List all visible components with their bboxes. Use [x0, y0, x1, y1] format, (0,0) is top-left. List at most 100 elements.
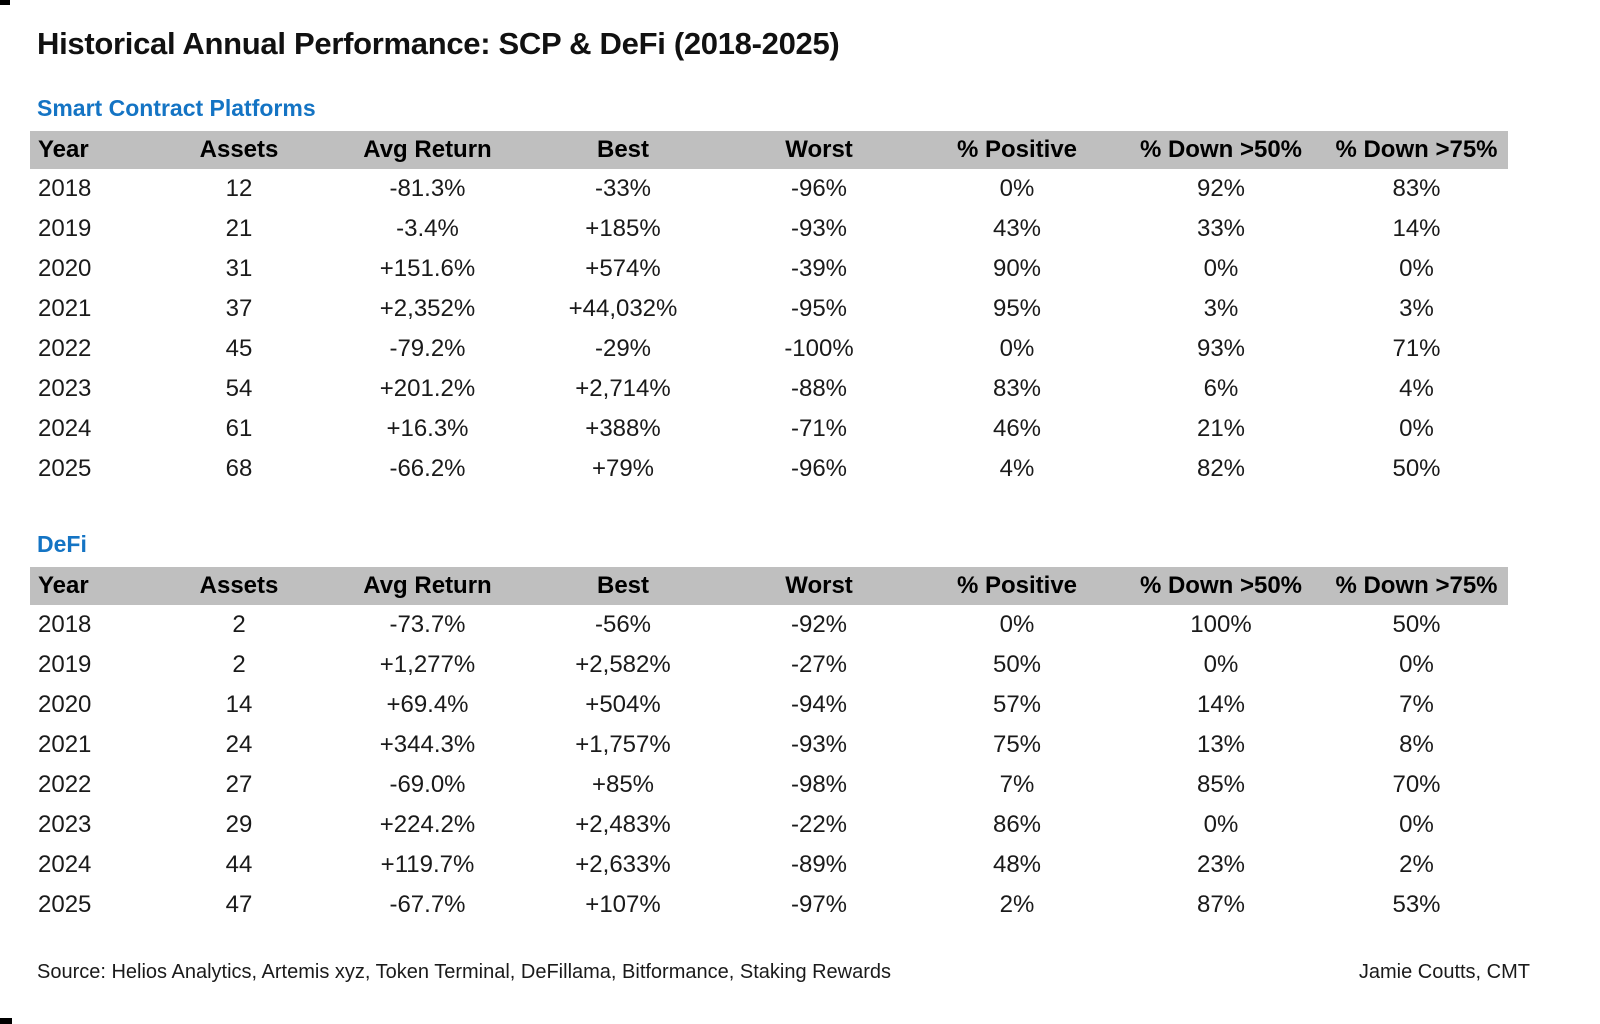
column-header-worst: Worst — [785, 572, 853, 599]
cell-down-50: 93% — [1196, 335, 1246, 362]
cell-year: 2023 — [38, 375, 92, 402]
cell-assets: 37 — [225, 295, 253, 322]
cell-positive: 75% — [992, 731, 1042, 758]
cell-positive: 50% — [992, 651, 1042, 678]
column-header-assets: Assets — [199, 136, 279, 163]
column-header-down-75: % Down >75% — [1335, 136, 1498, 163]
scp-table-header: Year Assets Avg Return Best Worst % Positive%… — [30, 131, 1508, 169]
cell-assets: 2 — [232, 651, 246, 678]
cell-assets: 68 — [225, 455, 253, 482]
table-row: 2025 68 -66.2% +79% -96% 4% 82% 50% — [30, 449, 1508, 489]
cell-year: 2025 — [38, 891, 92, 918]
cell-avg-return: -66.2% — [389, 455, 466, 482]
table-row: 2024 44 +119.7% +2,633% -89% 48% 23% 2% — [30, 845, 1508, 885]
cell-assets: 45 — [225, 335, 253, 362]
cell-avg-return: -69.0% — [389, 771, 466, 798]
cell-year: 2021 — [38, 731, 92, 758]
cell-avg-return: -79.2% — [389, 335, 466, 362]
cell-down-50: 82% — [1196, 455, 1246, 482]
cell-avg-return: +344.3% — [379, 731, 476, 758]
header-row: Year Assets Avg Return Best Worst % Positive%… — [30, 567, 1508, 605]
cell-avg-return: -67.7% — [389, 891, 466, 918]
cell-positive: 86% — [992, 811, 1042, 838]
column-header-year: Year — [38, 136, 89, 163]
cell-avg-return: +224.2% — [379, 811, 476, 838]
column-header-worst: Worst — [785, 136, 853, 163]
cell-assets: 14 — [225, 691, 253, 718]
cell-down-50: 85% — [1196, 771, 1246, 798]
cell-down-50: 23% — [1196, 851, 1246, 878]
cell-down-75: 50% — [1392, 611, 1441, 638]
cell-down-75: 14% — [1392, 215, 1441, 242]
corner-artifact-bottom — [0, 1018, 12, 1024]
cell-positive: 0% — [999, 175, 1035, 202]
cell-positive: 43% — [992, 215, 1042, 242]
column-header-down-50: % Down >50% — [1139, 572, 1303, 599]
cell-down-50: 0% — [1203, 651, 1239, 678]
cell-down-75: 83% — [1392, 175, 1441, 202]
cell-best: +2,483% — [575, 811, 671, 838]
cell-down-75: 0% — [1399, 415, 1434, 442]
cell-down-50: 92% — [1196, 175, 1246, 202]
cell-year: 2019 — [38, 215, 92, 242]
cell-assets: 47 — [225, 891, 253, 918]
cell-assets: 31 — [225, 255, 253, 282]
cell-worst: -97% — [790, 891, 848, 918]
cell-down-75: 2% — [1399, 851, 1434, 878]
cell-best: +2,633% — [575, 851, 671, 878]
table-row: 2022 27 -69.0% +85% -98% 7% 85% 70% — [30, 765, 1508, 805]
cell-worst: -89% — [790, 851, 848, 878]
table-row: 2020 14 +69.4% +504% -94% 57% 14% 7% — [30, 685, 1508, 725]
cell-worst: -94% — [790, 691, 848, 718]
column-header-avg-return: Avg Return — [363, 136, 492, 163]
cell-worst: -92% — [790, 611, 848, 638]
table-row: 2019 2 +1,277% +2,582% -27% 50% 0% 0% — [30, 645, 1508, 685]
column-header-best: Best — [596, 572, 650, 599]
cell-down-75: 3% — [1399, 295, 1434, 322]
table-row: 2018 2 -73.7% -56% -92% 0% 100% 50% — [30, 605, 1508, 645]
cell-best: -29% — [594, 335, 652, 362]
table-row: 2020 31 +151.6% +574% -39% 90% 0% 0% — [30, 249, 1508, 289]
cell-year: 2022 — [38, 335, 92, 362]
cell-best: +79% — [591, 455, 655, 482]
source-note: Source: Helios Analytics, Artemis xyz, T… — [37, 961, 892, 983]
table-row: 2018 12 -81.3% -33% -96% 0% 92% 83% — [30, 169, 1508, 209]
cell-year: 2020 — [38, 255, 92, 282]
cell-worst: -98% — [790, 771, 848, 798]
column-header-best: Best — [596, 136, 650, 163]
column-header-down-50: % Down >50% — [1139, 136, 1303, 163]
cell-best: +574% — [585, 255, 661, 282]
cell-year: 2023 — [38, 811, 92, 838]
cell-best: +44,032% — [568, 295, 678, 322]
table-row: 2023 54 +201.2% +2,714% -88% 83% 6% 4% — [30, 369, 1508, 409]
table-row: 2021 37 +2,352% +44,032% -95% 95% 3% 3% — [30, 289, 1508, 329]
cell-down-75: 8% — [1399, 731, 1434, 758]
corner-artifact-top — [0, 0, 10, 5]
cell-down-50: 13% — [1196, 731, 1246, 758]
table-row: 2023 29 +224.2% +2,483% -22% 86% 0% 0% — [30, 805, 1508, 845]
section-heading-defi: DeFi — [37, 531, 87, 557]
defi-table-header: Year Assets Avg Return Best Worst % Positive%… — [30, 567, 1508, 605]
cell-avg-return: +1,277% — [379, 651, 476, 678]
cell-assets: 21 — [225, 215, 253, 242]
cell-down-50: 0% — [1203, 255, 1239, 282]
defi-table-body: 2018 2 -73.7% -56% -92% 0% 100% 50% 2019 2 +1,277%… — [30, 605, 1508, 925]
cell-assets: 44 — [225, 851, 253, 878]
cell-avg-return: -73.7% — [389, 611, 466, 638]
scp-table-body: 2018 12 -81.3% -33% -96% 0% 92% 83% 2019 21 -3.4% +… — [30, 169, 1508, 489]
cell-down-50: 3% — [1203, 295, 1239, 322]
cell-best: +1,757% — [575, 731, 671, 758]
cell-assets: 24 — [225, 731, 253, 758]
column-header-avg-return: Avg Return — [363, 572, 492, 599]
cell-down-50: 6% — [1203, 375, 1239, 402]
cell-positive: 0% — [999, 335, 1035, 362]
cell-down-75: 70% — [1392, 771, 1441, 798]
cell-down-75: 71% — [1392, 335, 1441, 362]
page-title: Historical Annual Performance: SCP & DeF… — [37, 26, 840, 61]
cell-year: 2024 — [38, 415, 92, 442]
cell-best: +504% — [585, 691, 661, 718]
cell-positive: 0% — [999, 611, 1035, 638]
cell-worst: -27% — [790, 651, 848, 678]
cell-worst: -93% — [790, 731, 848, 758]
cell-worst: -71% — [790, 415, 848, 442]
